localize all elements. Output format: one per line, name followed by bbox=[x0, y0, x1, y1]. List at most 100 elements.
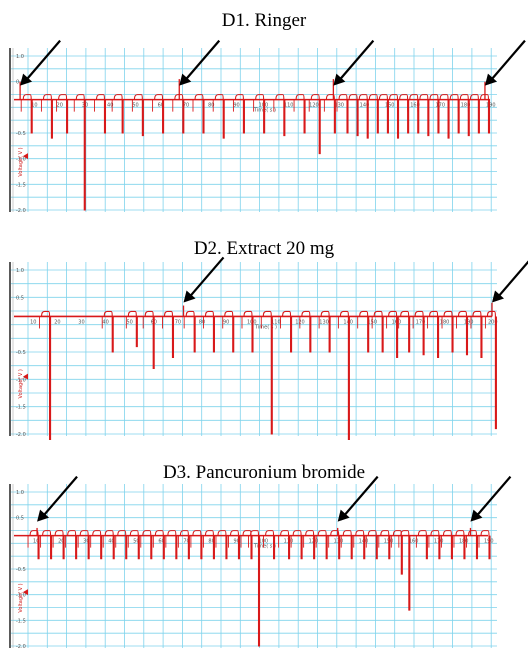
y-axis-label: Voltage( V ) bbox=[18, 583, 24, 612]
trace-contraction bbox=[400, 530, 411, 611]
trace-contraction bbox=[67, 530, 78, 560]
trace-contraction bbox=[449, 94, 460, 134]
trace-contraction bbox=[459, 94, 470, 137]
trace-contraction bbox=[480, 530, 491, 560]
y-tick-label: 0.5 bbox=[16, 516, 24, 522]
trace-contraction bbox=[41, 310, 52, 441]
x-tick-label: 70 bbox=[183, 539, 189, 545]
y-tick-label: -0.5 bbox=[16, 131, 26, 137]
trace-contraction bbox=[154, 94, 165, 134]
y-tick-label: 1.0 bbox=[16, 490, 24, 496]
trace-contraction bbox=[103, 310, 114, 353]
trace-contraction bbox=[280, 530, 291, 560]
x-tick-label: 50 bbox=[132, 103, 138, 109]
chart-panel-3: 1.0 0.5 -0.5 -1.0 -1.5 -2.0 Voltage( V ) 10 20 30… bbox=[9, 475, 512, 648]
annotation-arrow bbox=[185, 256, 225, 302]
y-tick-label: -1.0 bbox=[16, 593, 26, 599]
x-tick-label: 20 bbox=[57, 103, 63, 109]
x-tick-label: 90 bbox=[233, 103, 239, 109]
trace-contraction bbox=[58, 94, 69, 134]
trace-contraction bbox=[373, 310, 384, 353]
x-tick-label: 10 bbox=[33, 539, 39, 545]
y-tick-label: -1.0 bbox=[16, 157, 26, 163]
trace-contraction bbox=[217, 530, 228, 560]
trace-contraction bbox=[117, 530, 128, 560]
x-tick-label: 150 bbox=[385, 103, 395, 109]
trace-contraction bbox=[409, 94, 420, 134]
y-tick-label: 1.0 bbox=[16, 268, 24, 274]
annotation-arrow bbox=[487, 39, 526, 85]
y-tick-label: -2.0 bbox=[16, 432, 26, 438]
x-tick-label: 20 bbox=[54, 319, 60, 325]
trace-contraction bbox=[486, 310, 497, 430]
trace-contraction bbox=[439, 94, 450, 139]
trace-contraction bbox=[214, 94, 225, 139]
trace-contraction bbox=[42, 94, 53, 139]
annotation-arrowhead bbox=[20, 73, 33, 86]
y-tick-label: -0.5 bbox=[16, 350, 26, 356]
trace-contraction bbox=[167, 530, 178, 560]
trace-contraction bbox=[479, 94, 491, 134]
x-tick-label: 40 bbox=[107, 103, 113, 109]
trace-contraction bbox=[301, 310, 312, 353]
trace-contraction bbox=[22, 94, 33, 134]
x-tick-label: 190 bbox=[464, 319, 474, 325]
x-tick-label: 120 bbox=[309, 103, 319, 109]
x-axis-label: Time( s ) bbox=[254, 324, 277, 330]
trace-contraction bbox=[113, 94, 124, 134]
annotation-arrow bbox=[472, 475, 512, 521]
trace-contraction bbox=[443, 310, 454, 353]
trace-contraction bbox=[174, 94, 185, 134]
annotation-arrow bbox=[494, 260, 528, 302]
trace-contraction bbox=[359, 310, 370, 353]
y-axis-label: Voltage( V ) bbox=[18, 369, 24, 398]
trace-contraction bbox=[305, 530, 316, 560]
trace-contraction bbox=[457, 310, 469, 356]
trace-contraction bbox=[368, 94, 379, 134]
x-tick-label: 130 bbox=[319, 319, 329, 325]
x-tick-label: 200 bbox=[488, 319, 498, 325]
trace-contraction bbox=[129, 530, 140, 560]
x-tick-label: 10 bbox=[30, 319, 36, 325]
annotation-arrowhead bbox=[492, 290, 504, 303]
trace-contraction bbox=[388, 310, 399, 359]
trace-contraction bbox=[442, 530, 453, 560]
trace-contraction bbox=[224, 310, 235, 353]
trace-contraction bbox=[419, 94, 430, 137]
x-tick-label: 60 bbox=[158, 103, 164, 109]
trace-contraction bbox=[142, 530, 153, 560]
trace-contraction bbox=[154, 530, 165, 560]
y-tick-label: 1.0 bbox=[16, 54, 24, 60]
x-tick-label: 90 bbox=[233, 539, 239, 545]
annotation-arrow bbox=[181, 39, 221, 85]
x-axis-label: Time( s ) bbox=[253, 544, 276, 550]
y-axis-marker bbox=[23, 589, 28, 596]
x-tick-label: 130 bbox=[334, 103, 344, 109]
annotation-arrowhead bbox=[484, 73, 497, 86]
trace-contraction bbox=[295, 94, 306, 134]
y-axis-marker bbox=[23, 153, 28, 160]
trace-contraction bbox=[320, 310, 331, 353]
trace-contraction bbox=[185, 310, 196, 353]
trace-contraction bbox=[469, 94, 480, 134]
x-tick-label: 40 bbox=[108, 539, 114, 545]
panel-title-d1: D1. Ringer bbox=[221, 10, 307, 31]
trace-contraction bbox=[399, 94, 410, 134]
y-tick-label: -0.5 bbox=[16, 567, 26, 573]
trace-contraction bbox=[204, 310, 215, 353]
x-tick-label: 180 bbox=[461, 103, 471, 109]
trace-contraction bbox=[104, 530, 115, 560]
trace-contraction bbox=[400, 310, 411, 353]
trace-contraction bbox=[292, 530, 303, 560]
trace-contraction bbox=[179, 530, 190, 560]
y-tick-label: -1.5 bbox=[16, 182, 26, 188]
trace-contraction bbox=[417, 530, 428, 560]
x-tick-label: 110 bbox=[271, 319, 281, 325]
trace-contraction bbox=[367, 530, 378, 560]
trace-contraction bbox=[282, 310, 293, 353]
y-tick-label: -1.5 bbox=[16, 618, 26, 624]
x-tick-label: 90 bbox=[223, 319, 229, 325]
y-tick-label: -1.0 bbox=[16, 377, 26, 383]
x-tick-label: 50 bbox=[133, 539, 139, 545]
